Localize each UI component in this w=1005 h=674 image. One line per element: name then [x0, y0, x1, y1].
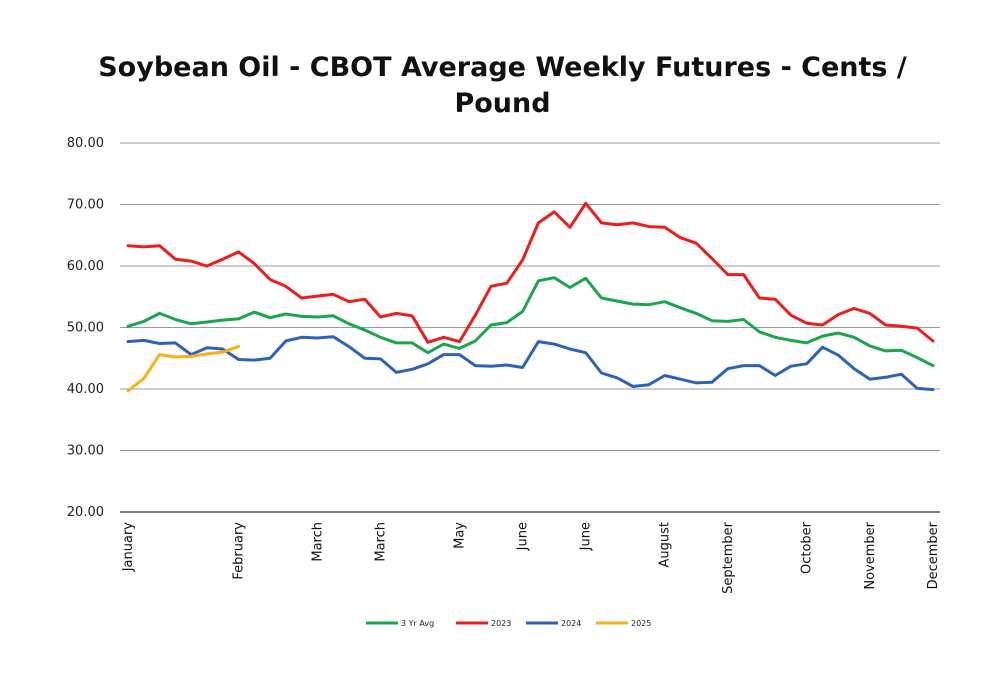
chart-title-line-1: Soybean Oil - CBOT Average Weekly Future… — [98, 52, 907, 83]
y-tick-label: 40.00 — [67, 382, 104, 397]
chart-title-line-2: Pound — [454, 88, 551, 119]
y-axis-ticks: 80.00 70.00 60.00 50.00 40.00 30.00 20.00 — [67, 136, 104, 520]
x-category-label: November — [863, 521, 878, 589]
y-tick-label: 60.00 — [67, 259, 104, 274]
x-category-label: December — [926, 521, 941, 589]
y-tick-label: 80.00 — [67, 136, 104, 151]
series-lines — [126, 201, 935, 393]
x-category-label: March — [374, 522, 389, 562]
x-category-label: February — [231, 522, 246, 580]
legend-label: 2024 — [561, 619, 581, 628]
gridlines — [120, 142, 940, 513]
series-line — [126, 201, 935, 344]
y-tick-label: 50.00 — [67, 321, 104, 336]
series-line — [126, 276, 935, 368]
legend-label: 2023 — [491, 619, 511, 628]
x-axis-labels: January February March March May June June Augu… — [121, 521, 941, 594]
legend: 3 Yr Avg 2023 2024 2025 — [366, 619, 651, 628]
x-category-label: October — [800, 521, 815, 574]
series-line — [126, 335, 935, 392]
x-category-label: September — [721, 521, 736, 594]
y-tick-label: 70.00 — [67, 198, 104, 213]
x-category-label: March — [310, 522, 325, 562]
legend-label: 3 Yr Avg — [401, 619, 434, 628]
chart-title: Soybean Oil - CBOT Average Weekly Future… — [0, 50, 1005, 122]
y-tick-label: 20.00 — [67, 505, 104, 520]
x-category-label: January — [121, 522, 136, 573]
x-category-label: June — [579, 522, 594, 551]
x-category-label: August — [658, 522, 673, 568]
y-tick-label: 30.00 — [67, 444, 104, 459]
x-category-label: June — [516, 522, 531, 551]
legend-label: 2025 — [631, 619, 651, 628]
x-category-label: May — [452, 522, 467, 549]
series-line — [126, 345, 240, 393]
